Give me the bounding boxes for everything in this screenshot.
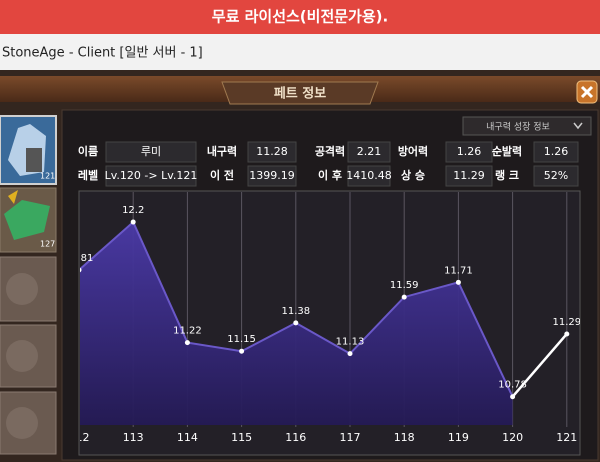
stat-value: Lv.120 -> Lv.121 (105, 169, 198, 182)
stat-label: 공격력 (315, 144, 345, 158)
window-title: StoneAge - Client [일반 서버 - 1] (2, 46, 203, 61)
stat-box (247, 141, 297, 163)
empty-slot[interactable] (0, 391, 57, 455)
stat-label: 이름 (78, 144, 98, 158)
pet-slot[interactable]: 127 (0, 187, 57, 253)
point (293, 320, 299, 326)
stat-value: 1410.48 (346, 169, 392, 182)
stat-box (247, 165, 297, 187)
point (455, 279, 461, 285)
stat-value: 1.26 (457, 145, 482, 158)
stat-label: 내구력 (207, 144, 237, 158)
stat-value: 루미 (141, 145, 161, 158)
point (239, 348, 245, 354)
title-bar (0, 34, 600, 70)
banner-text: 무료 라이선스(비전문가용). (212, 8, 388, 26)
empty-slot[interactable] (0, 324, 57, 388)
point (80, 267, 82, 273)
value-label: 11.38 (281, 306, 310, 317)
point (401, 294, 407, 300)
chart: 112 113 114 115 116 117 118 119 120 121 11.81 12.2 1… (65, 192, 581, 444)
x-tick-label: 114 (177, 431, 198, 444)
x-tick-label: 115 (231, 431, 252, 444)
stat-box (347, 141, 391, 163)
stat-box (445, 165, 493, 187)
value-label: 12.2 (122, 205, 144, 216)
value-label: 11.29 (552, 317, 581, 328)
empty-slot[interactable] (0, 256, 57, 322)
point (184, 340, 190, 346)
x-tick-label: 120 (502, 431, 523, 444)
license-banner (0, 0, 600, 34)
value-label: 11.15 (227, 334, 256, 345)
pet-level: 121 (40, 172, 55, 181)
dropdown[interactable]: 내구력 성장 정보 (462, 116, 592, 136)
stat-box (347, 165, 391, 187)
dropdown-text: 내구력 성장 정보 (486, 121, 550, 133)
stat-label: 레벨 (78, 168, 98, 182)
x-tick-label: 121 (556, 431, 577, 444)
point (130, 219, 136, 225)
stat-label: 이 후 (318, 168, 342, 182)
stat-box (533, 141, 579, 163)
point (347, 351, 353, 357)
x-tick-label: 113 (123, 431, 144, 444)
value-label: 11.22 (173, 326, 202, 337)
x-tick-label: 119 (448, 431, 469, 444)
header-tab (221, 81, 379, 105)
stat-box (533, 165, 579, 187)
stat-box (105, 141, 197, 163)
value-label: 10.78 (498, 380, 527, 391)
close-button[interactable] (576, 80, 598, 104)
value-label: 11.59 (390, 280, 419, 291)
stat-value: 1399.19 (249, 169, 295, 182)
pet-slot[interactable]: 121 (0, 115, 57, 185)
stat-value: 52% (544, 169, 568, 182)
stat-label: 랭 크 (495, 168, 519, 182)
stats-table: 이름 루미 내구력 11.28 공격력 2.21 방어력 1.26 순발력 1.26 레벨 Lv.12… (78, 141, 579, 187)
stat-value: 2.21 (357, 145, 382, 158)
value-label: 11.13 (336, 337, 365, 348)
stat-label: 이 전 (210, 168, 234, 182)
stat-box (105, 165, 197, 187)
stat-value: 11.29 (453, 169, 485, 182)
x-tick-label: 112 (69, 431, 90, 444)
x-tick-label: 116 (285, 431, 306, 444)
stat-value: 1.26 (544, 145, 569, 158)
highlight-segment (511, 333, 568, 398)
value-label: 11.81 (65, 253, 94, 264)
x-tick-label: 118 (394, 431, 415, 444)
point (564, 331, 570, 337)
point (510, 394, 516, 400)
line (80, 220, 568, 399)
pet-level: 127 (40, 240, 55, 249)
stat-label: 순발력 (492, 144, 522, 158)
stat-label: 상 승 (401, 168, 425, 182)
stat-label: 방어력 (398, 144, 428, 158)
value-label: 11.71 (444, 265, 473, 276)
panel-title: 페트 정보 (274, 86, 326, 102)
stat-box (445, 141, 493, 163)
stat-value: 11.28 (256, 145, 288, 158)
x-tick-label: 117 (340, 431, 361, 444)
